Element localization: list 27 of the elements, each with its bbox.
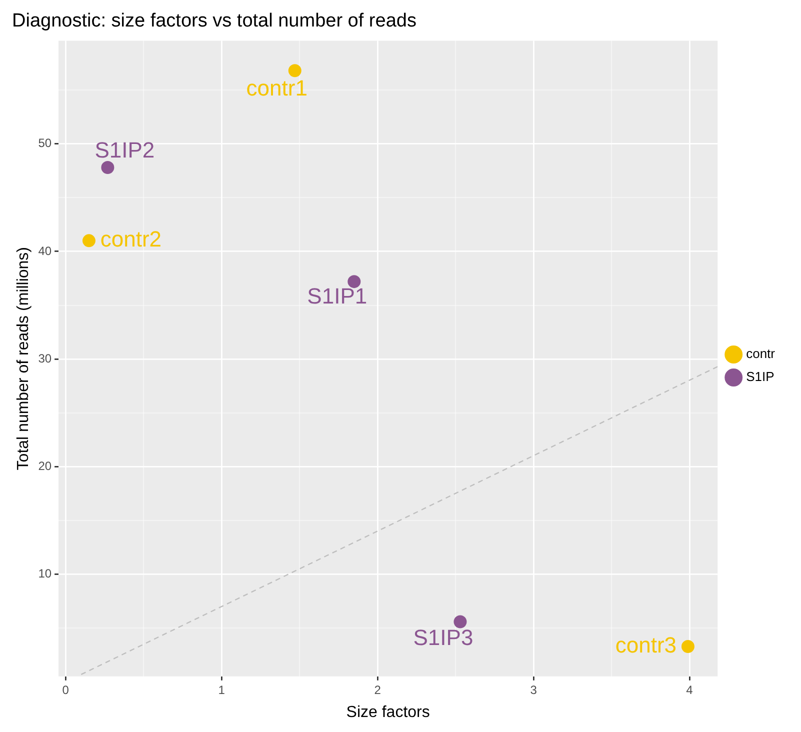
x-tick-label: 0	[62, 682, 70, 697]
legend-label: S1IP	[746, 369, 774, 384]
y-tick-label: 40	[38, 244, 52, 258]
y-tick-label: 20	[38, 459, 52, 474]
y-axis-title: Total number of reads (millions)	[15, 247, 32, 470]
point	[288, 64, 302, 78]
y-tick-label: 50	[38, 136, 52, 150]
x-axis-title: Size factors	[346, 704, 430, 721]
x-tick-label: 2	[374, 682, 382, 697]
legend-label: contr	[746, 346, 776, 362]
x-tick-label: 1	[218, 682, 226, 697]
x-tick-label: 3	[530, 682, 538, 697]
point	[681, 640, 694, 653]
y-tick-label: 10	[38, 566, 52, 581]
annotation: S1IP3	[413, 624, 474, 650]
point	[101, 160, 114, 174]
x-tick-label: 4	[686, 682, 694, 697]
annotation: S1IP1	[307, 284, 368, 309]
point	[348, 275, 361, 288]
annotation: contr1	[246, 76, 308, 101]
annotation: S1IP2	[94, 138, 155, 163]
annotation: contr2	[100, 226, 162, 252]
chart-title: Diagnostic: size factors vs total number of reads	[12, 10, 416, 32]
point	[454, 615, 467, 628]
point	[82, 234, 96, 248]
annotation: contr3	[615, 632, 677, 658]
y-tick-label: 30	[38, 351, 52, 366]
